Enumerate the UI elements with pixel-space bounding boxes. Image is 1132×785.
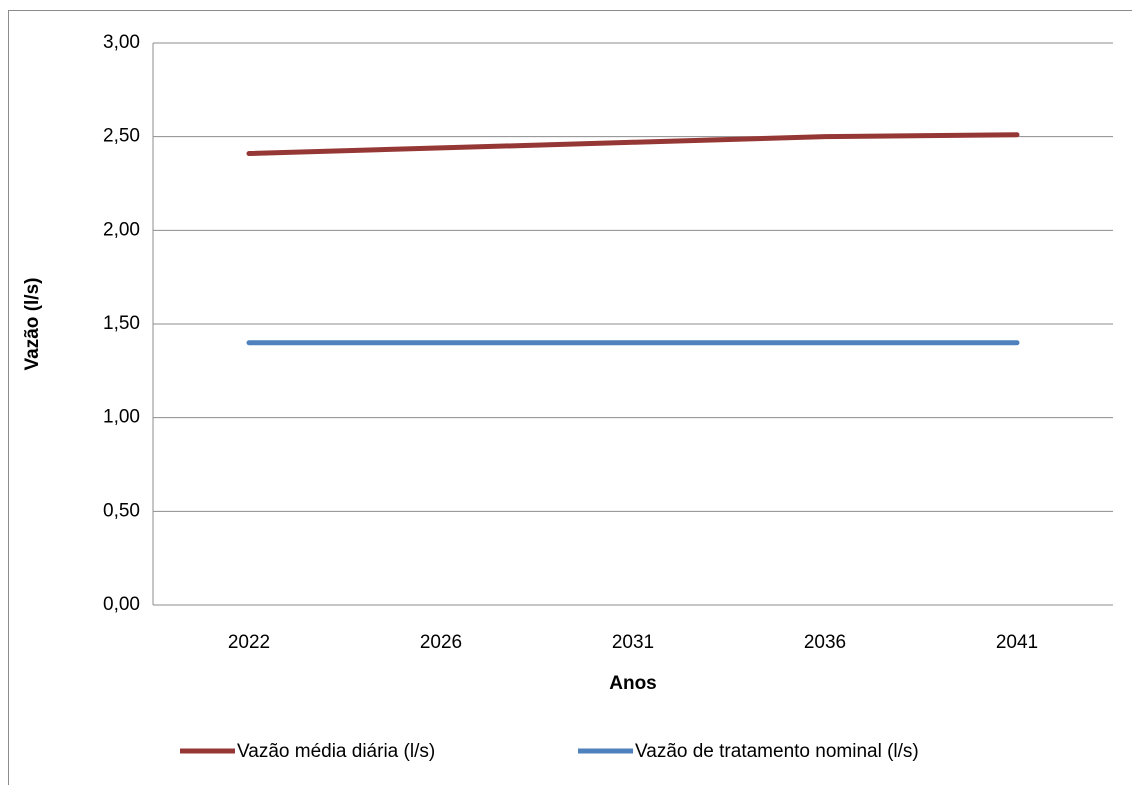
x-axis-title: Anos (609, 673, 657, 694)
x-tick-label: 2026 (420, 632, 462, 653)
series-line (246, 132, 1020, 157)
y-tick-label: 0,00 (103, 594, 140, 615)
x-tick-label: 2036 (804, 632, 846, 653)
legend-label: Vazão de tratamento nominal (l/s) (635, 741, 919, 762)
chart-frame (8, 10, 1132, 785)
y-tick-label: 3,00 (103, 32, 140, 53)
legend-label: Vazão média diária (l/s) (237, 741, 435, 762)
y-tick-label: 2,00 (103, 219, 140, 240)
x-tick-label: 2041 (996, 632, 1038, 653)
y-tick-label: 2,50 (103, 126, 140, 147)
y-tick-label: 1,50 (103, 313, 140, 334)
y-tick-label: 0,50 (103, 500, 140, 521)
y-tick-label: 1,00 (103, 407, 140, 428)
x-tick-label: 2031 (612, 632, 654, 653)
x-tick-label: 2022 (228, 632, 270, 653)
y-axis-title: Vazão (l/s) (22, 278, 43, 371)
